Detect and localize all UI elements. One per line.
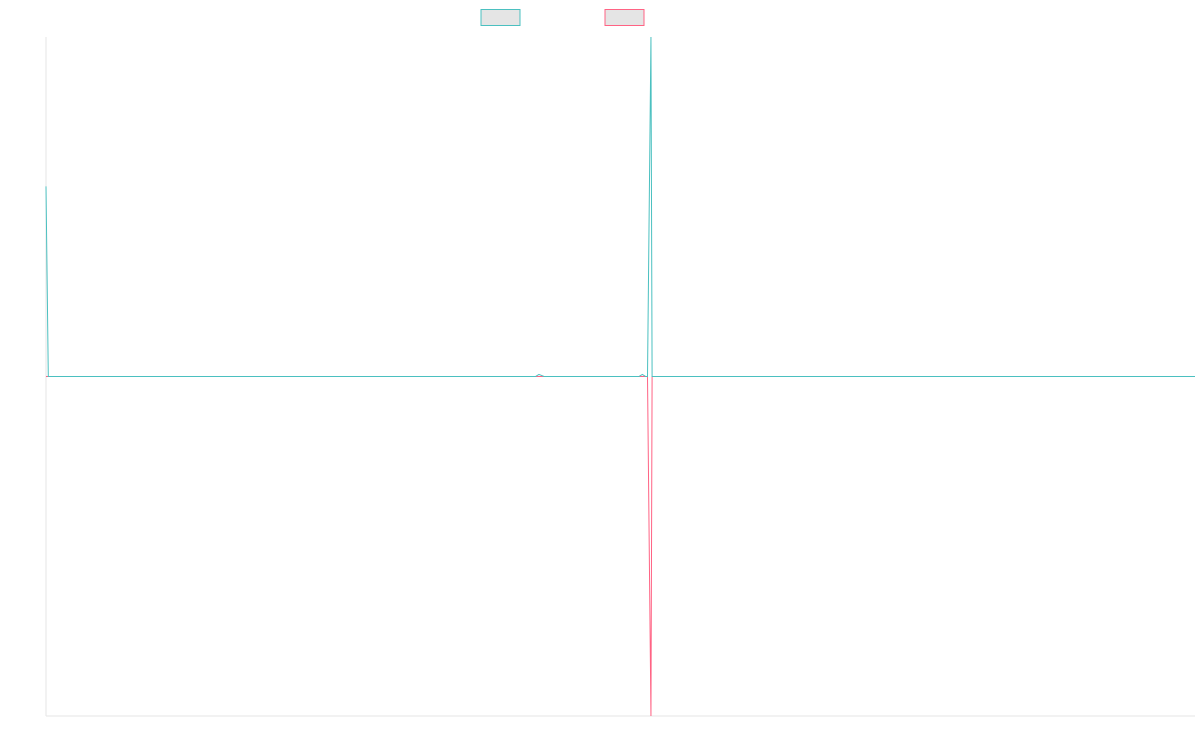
series-line-2 xyxy=(46,376,1195,717)
legend-item-2[interactable] xyxy=(604,9,645,26)
series-line-1 xyxy=(45,36,1195,377)
legend-item-1[interactable] xyxy=(480,9,521,26)
series-group xyxy=(45,36,1195,717)
legend xyxy=(480,9,645,26)
